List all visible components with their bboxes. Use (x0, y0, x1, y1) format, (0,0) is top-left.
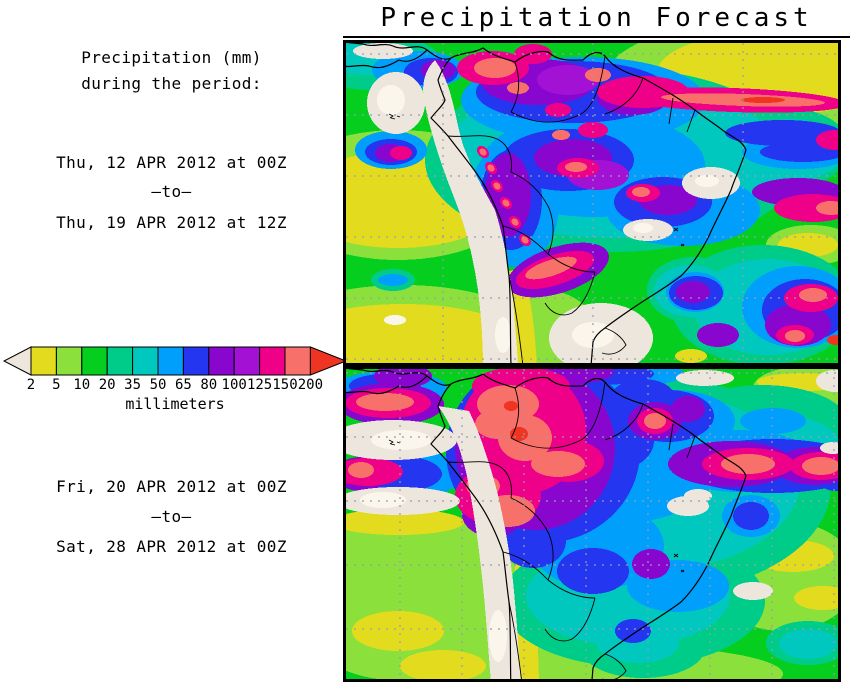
legend-caption-line2: during the period: (81, 74, 262, 93)
legend-unit-label: millimeters (125, 395, 225, 413)
precip-field-period2 (343, 366, 841, 682)
legend-swatch (132, 346, 159, 376)
precip-field-period1 (343, 40, 841, 366)
legend-tick: 150 (272, 377, 298, 393)
legend-tick: 65 (174, 377, 192, 393)
title-underline (343, 36, 850, 38)
legend-swatch (284, 346, 311, 376)
legend-swatch (233, 346, 261, 376)
period1-end-date: Thu, 19 APR 2012 at 12Z (56, 213, 287, 232)
legend-tick: 125 (246, 377, 273, 393)
legend-tick: 2 (26, 377, 36, 393)
legend-tick: 5 (52, 377, 61, 393)
legend-tick: 200 (297, 377, 324, 393)
legend-tick: 100 (221, 377, 247, 393)
color-scale-bar (2, 346, 348, 376)
legend-tick-labels: 2 5 10 20 35 50 65 80 100 125 150 200 (1, 377, 349, 393)
legend-swatch (55, 346, 83, 376)
legend-tick: 35 (124, 377, 142, 393)
gridlines (346, 43, 838, 363)
legend-swatch (30, 346, 57, 376)
period1-to-separator: –to– (151, 182, 192, 201)
color-scale-legend: 2 5 10 20 35 50 65 80 100 125 150 200 mi… (1, 346, 349, 413)
precip-map-period1 (343, 40, 841, 366)
map-panels (343, 40, 841, 682)
period2-to-separator: –to– (151, 507, 192, 526)
map-frame (343, 40, 841, 366)
legend-swatch (157, 346, 184, 376)
legend-tick: 20 (98, 377, 116, 393)
precip-map-period2 (343, 366, 841, 682)
period2-end-date: Sat, 28 APR 2012 at 00Z (56, 537, 287, 556)
legend-swatch (106, 346, 134, 376)
legend-tick: 10 (73, 377, 91, 393)
legend-tick: 80 (200, 377, 218, 393)
legend-swatch (81, 346, 108, 376)
legend-above-max-arrow (309, 346, 348, 376)
page-title: Precipitation Forecast (380, 3, 813, 33)
map-frame (343, 366, 841, 682)
legend-tick: 50 (149, 377, 167, 393)
legend-below-min-arrow (2, 346, 32, 376)
legend-swatch (182, 346, 210, 376)
period2-start-date: Fri, 20 APR 2012 at 00Z (56, 477, 287, 496)
legend-caption-line1: Precipitation (mm) (81, 48, 262, 67)
legend-swatch (259, 346, 286, 376)
period1-start-date: Thu, 12 APR 2012 at 00Z (56, 153, 287, 172)
legend-swatch (208, 346, 235, 376)
